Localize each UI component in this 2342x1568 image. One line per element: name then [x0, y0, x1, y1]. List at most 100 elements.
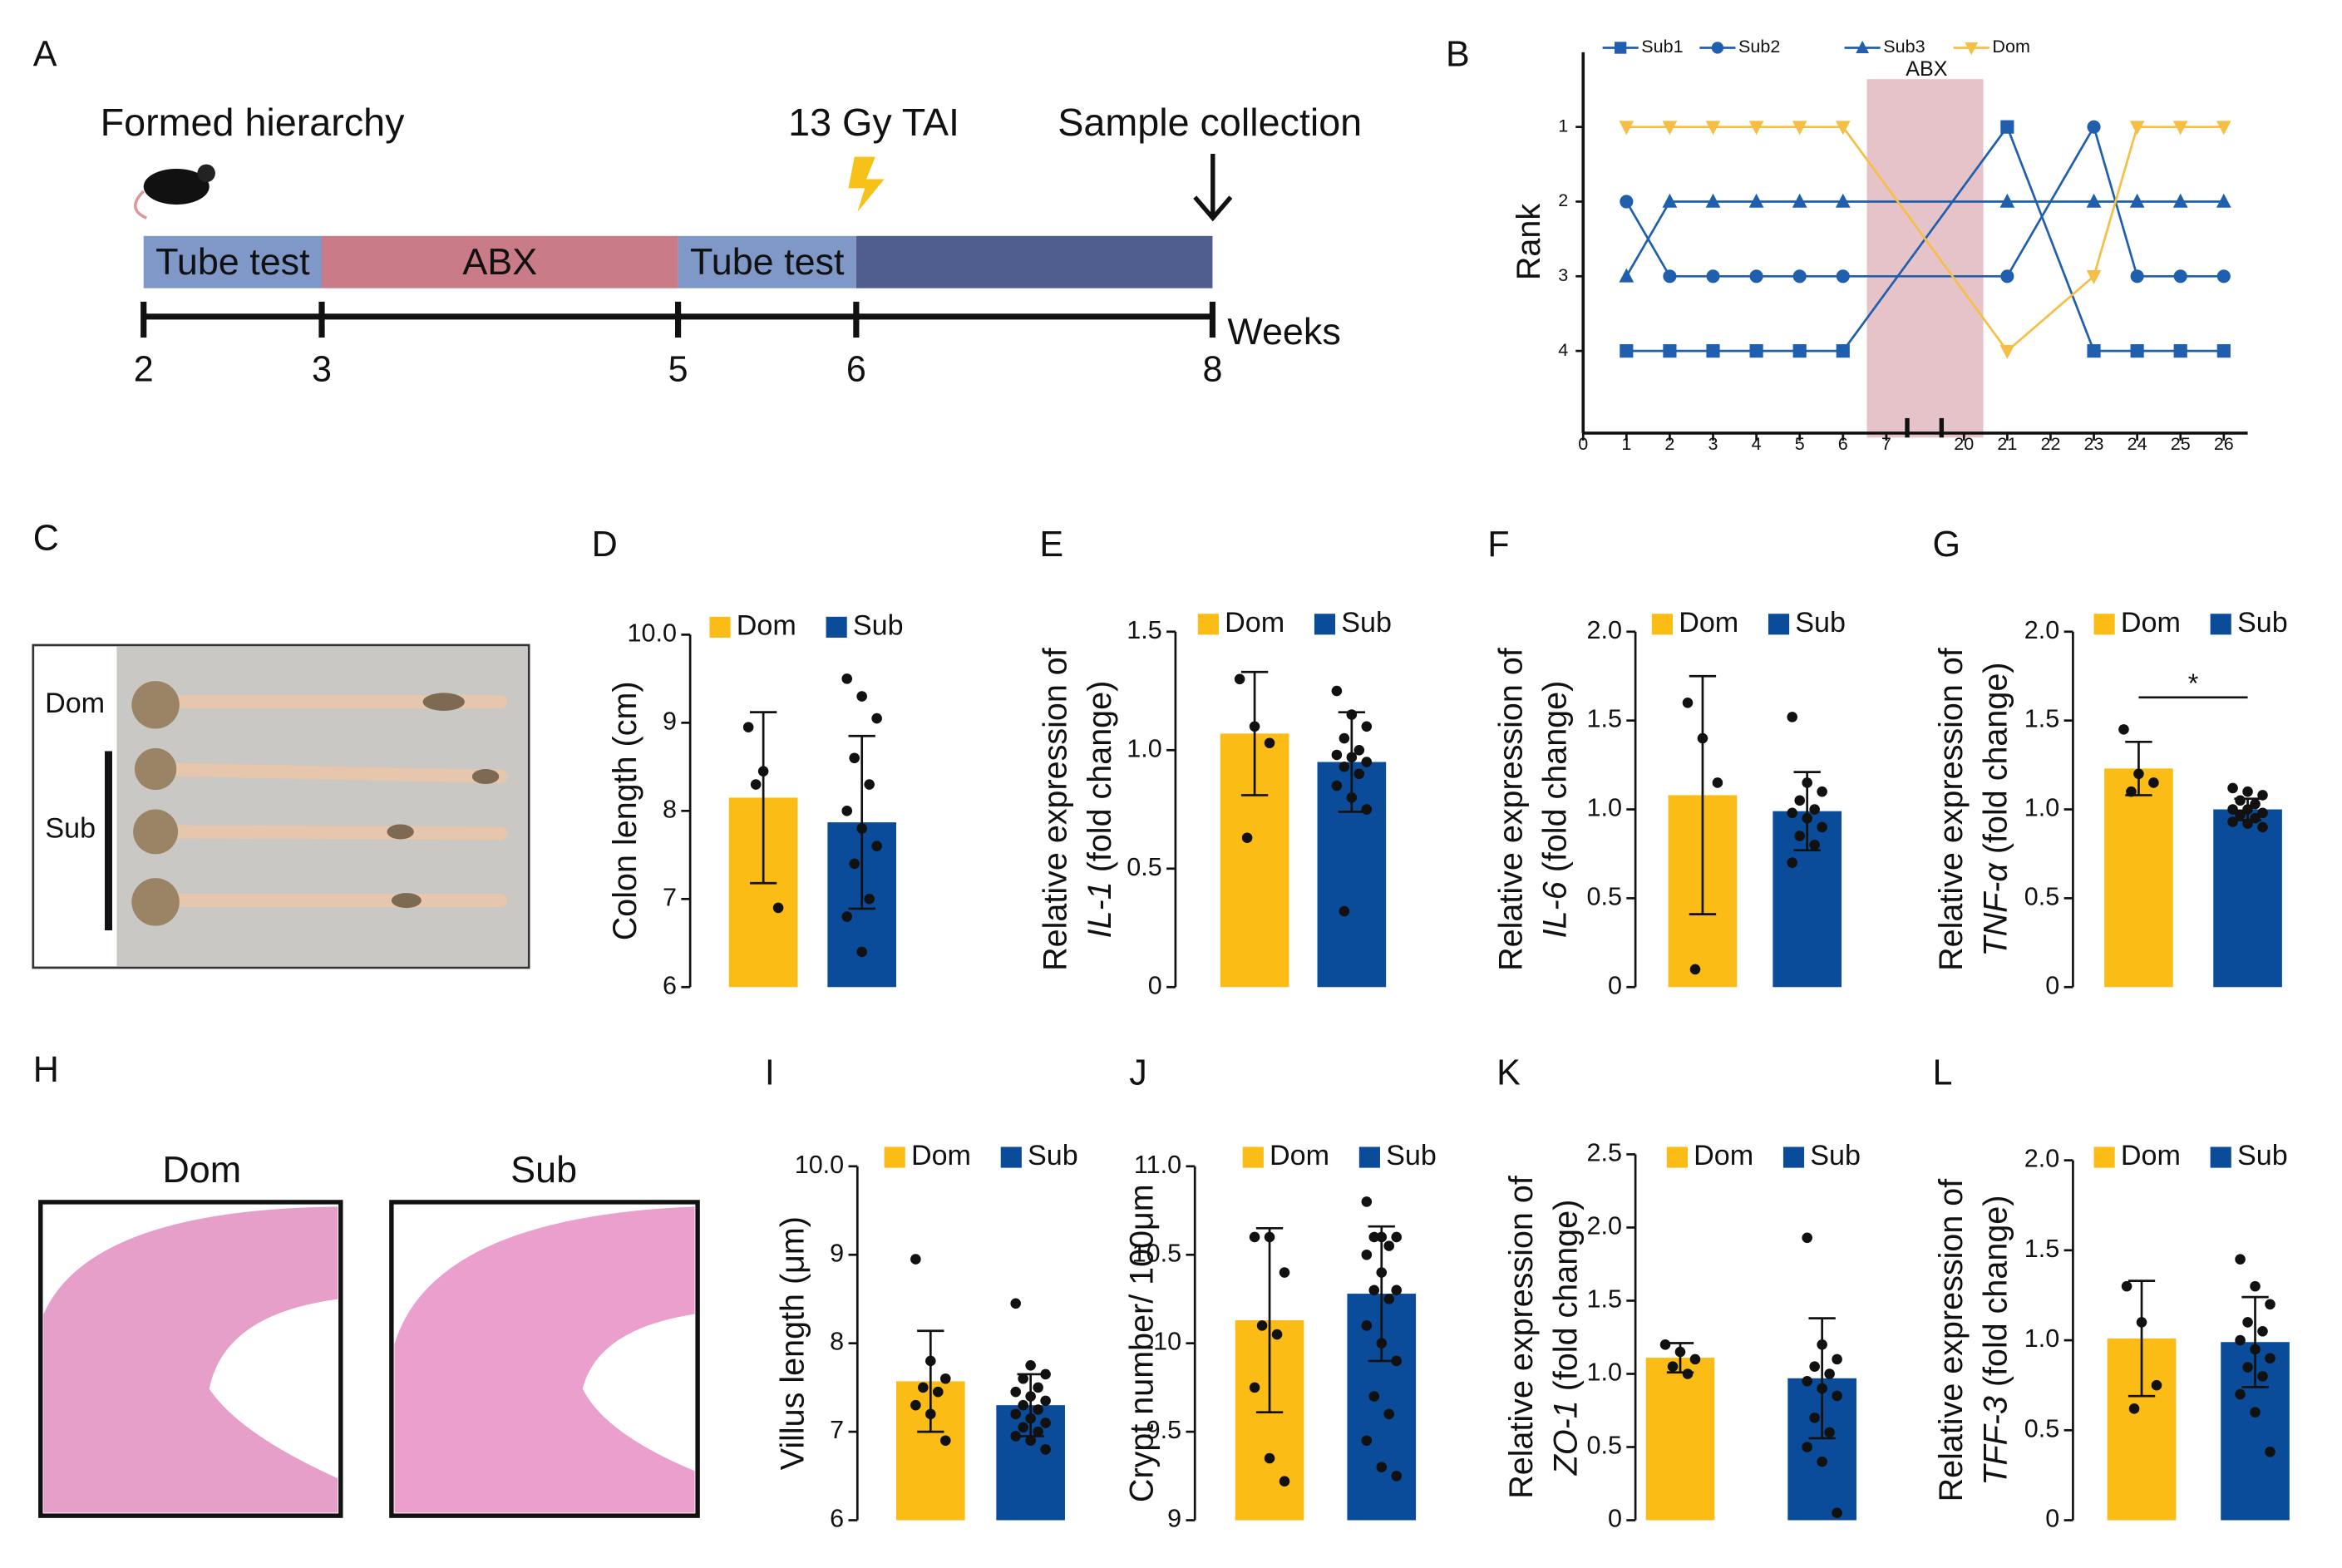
gene-name: IL-1: [1082, 881, 1118, 938]
data-point: [2242, 804, 2253, 815]
segment-label: Tube test: [155, 240, 310, 283]
annotation: ABX: [1906, 57, 1948, 81]
data-point: [1832, 1390, 1842, 1402]
legend-label: Sub3: [1883, 36, 1925, 57]
data-point: [841, 673, 853, 684]
data-point: [1279, 1267, 1290, 1278]
data-point: [1040, 1444, 1051, 1455]
y-tick-label: 6: [663, 971, 677, 999]
marker: [1620, 344, 1634, 358]
marker: [1835, 193, 1851, 208]
segment-label: Tube test: [690, 240, 845, 283]
x-tick-label: 20: [1954, 433, 1974, 454]
y-tick-label: 0.5: [2024, 1414, 2059, 1442]
bar: [1645, 1358, 1715, 1521]
marker: [1619, 121, 1634, 136]
y-tick-label: 1.5: [1587, 705, 1622, 733]
y-tick-label: 9.5: [1146, 1416, 1181, 1444]
y-tick-label: 10.5: [1132, 1239, 1181, 1267]
data-point: [1659, 1339, 1671, 1350]
legend-swatch: [826, 616, 847, 638]
y-tick-label: 0.5: [2024, 882, 2059, 910]
x-tick-label: 2: [1664, 433, 1674, 454]
data-point: [1383, 1294, 1395, 1304]
timeline-segment: [678, 235, 856, 288]
legend-swatch: [884, 1146, 905, 1168]
legend-swatch: [2093, 1146, 2115, 1168]
legend-label: Dom: [2121, 1140, 2181, 1171]
lightning-icon: [848, 156, 885, 213]
legend-swatch: [1197, 614, 1219, 635]
gene-name: IL-6: [1537, 881, 1574, 938]
marker: [1620, 195, 1634, 209]
panel-label: B: [1446, 35, 1470, 75]
data-point: [939, 1373, 951, 1384]
marker: [1792, 193, 1807, 208]
bar: [2213, 809, 2282, 988]
legend-label: Dom: [2121, 607, 2181, 639]
data-point: [2265, 1446, 2275, 1457]
data-point: [1391, 1471, 1403, 1482]
data-point: [2128, 1403, 2140, 1414]
data-point: [2265, 1299, 2275, 1310]
data-point: [1346, 791, 1358, 803]
y-tick-label: 7: [663, 883, 677, 911]
histology-photos: [38, 1200, 700, 1518]
legend-swatch: [1000, 1146, 1022, 1168]
marker: [1706, 344, 1720, 358]
data-point: [1033, 1382, 1043, 1393]
data-point: [2133, 768, 2144, 780]
data-point: [1339, 905, 1350, 917]
data-point: [1249, 1231, 1260, 1243]
data-point: [925, 1355, 936, 1367]
data-point: [2151, 1379, 2162, 1391]
week-label: 8: [1202, 350, 1222, 390]
data-point: [1346, 709, 1358, 720]
data-point: [757, 766, 769, 777]
data-point: [2257, 1325, 2268, 1337]
data-point: [1010, 1386, 1021, 1398]
y-axis-title: IL-6 (fold change): [1537, 681, 1574, 939]
data-point: [1802, 1442, 1812, 1452]
x-tick-label: 6: [1838, 433, 1848, 454]
legend-marker: [1965, 42, 1979, 56]
legend-label: Sub: [853, 609, 904, 641]
y-tick-label: 0.5: [1127, 853, 1161, 881]
data-point: [1802, 777, 1812, 788]
marker: [2000, 269, 2014, 284]
data-point: [871, 841, 882, 852]
panel-label: K: [1496, 1053, 1521, 1093]
data-point: [925, 1408, 936, 1420]
data-point: [849, 752, 860, 764]
legend-swatch: [2210, 614, 2231, 635]
data-point: [1353, 744, 1365, 756]
y-tick-label: 4: [1558, 339, 1568, 360]
data-point: [1368, 1391, 1380, 1402]
marker: [1705, 121, 1721, 136]
data-point: [1809, 1361, 1820, 1372]
data-point: [864, 779, 875, 790]
gene-name: ZO-1: [1548, 1400, 1585, 1476]
marker: [1836, 344, 1850, 358]
marker: [1999, 193, 2015, 208]
y-axis-title: Villus length (μm): [774, 1216, 811, 1470]
timeline-segment: [855, 235, 1213, 288]
marker: [2216, 121, 2231, 136]
y-tick-label: 0: [2045, 1505, 2059, 1533]
data-point: [2257, 1371, 2268, 1382]
data-point: [939, 1435, 951, 1447]
data-point: [1361, 804, 1373, 815]
y-tick-label: 8: [830, 1328, 844, 1356]
marker: [1705, 193, 1721, 208]
segment-label: ABX: [462, 240, 537, 283]
data-point: [2235, 809, 2246, 821]
marker: [1706, 269, 1720, 284]
y-tick-label: 0: [1148, 971, 1162, 999]
y-tick-label: 2.0: [2024, 616, 2059, 644]
marker: [2172, 121, 2188, 136]
data-point: [856, 823, 867, 834]
data-point: [750, 779, 762, 790]
data-point: [1376, 1267, 1388, 1278]
x-tick-label: 24: [2128, 433, 2147, 454]
group-label: Dom: [45, 688, 105, 719]
